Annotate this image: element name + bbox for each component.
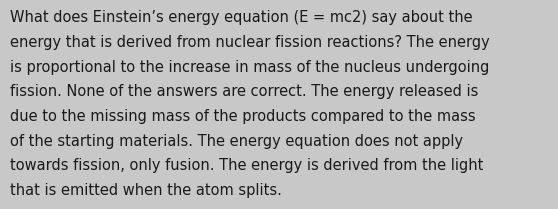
Text: What does Einstein’s energy equation (E = mc2) say about the: What does Einstein’s energy equation (E …	[10, 10, 473, 25]
Text: due to the missing mass of the products compared to the mass: due to the missing mass of the products …	[10, 109, 475, 124]
Text: energy that is derived from nuclear fission reactions? The energy: energy that is derived from nuclear fiss…	[10, 35, 490, 50]
Text: fission. None of the answers are correct. The energy released is: fission. None of the answers are correct…	[10, 84, 478, 99]
Text: is proportional to the increase in mass of the nucleus undergoing: is proportional to the increase in mass …	[10, 60, 489, 75]
Text: that is emitted when the atom splits.: that is emitted when the atom splits.	[10, 183, 282, 198]
Text: towards fission, only fusion. The energy is derived from the light: towards fission, only fusion. The energy…	[10, 158, 483, 173]
Text: of the starting materials. The energy equation does not apply: of the starting materials. The energy eq…	[10, 134, 463, 149]
